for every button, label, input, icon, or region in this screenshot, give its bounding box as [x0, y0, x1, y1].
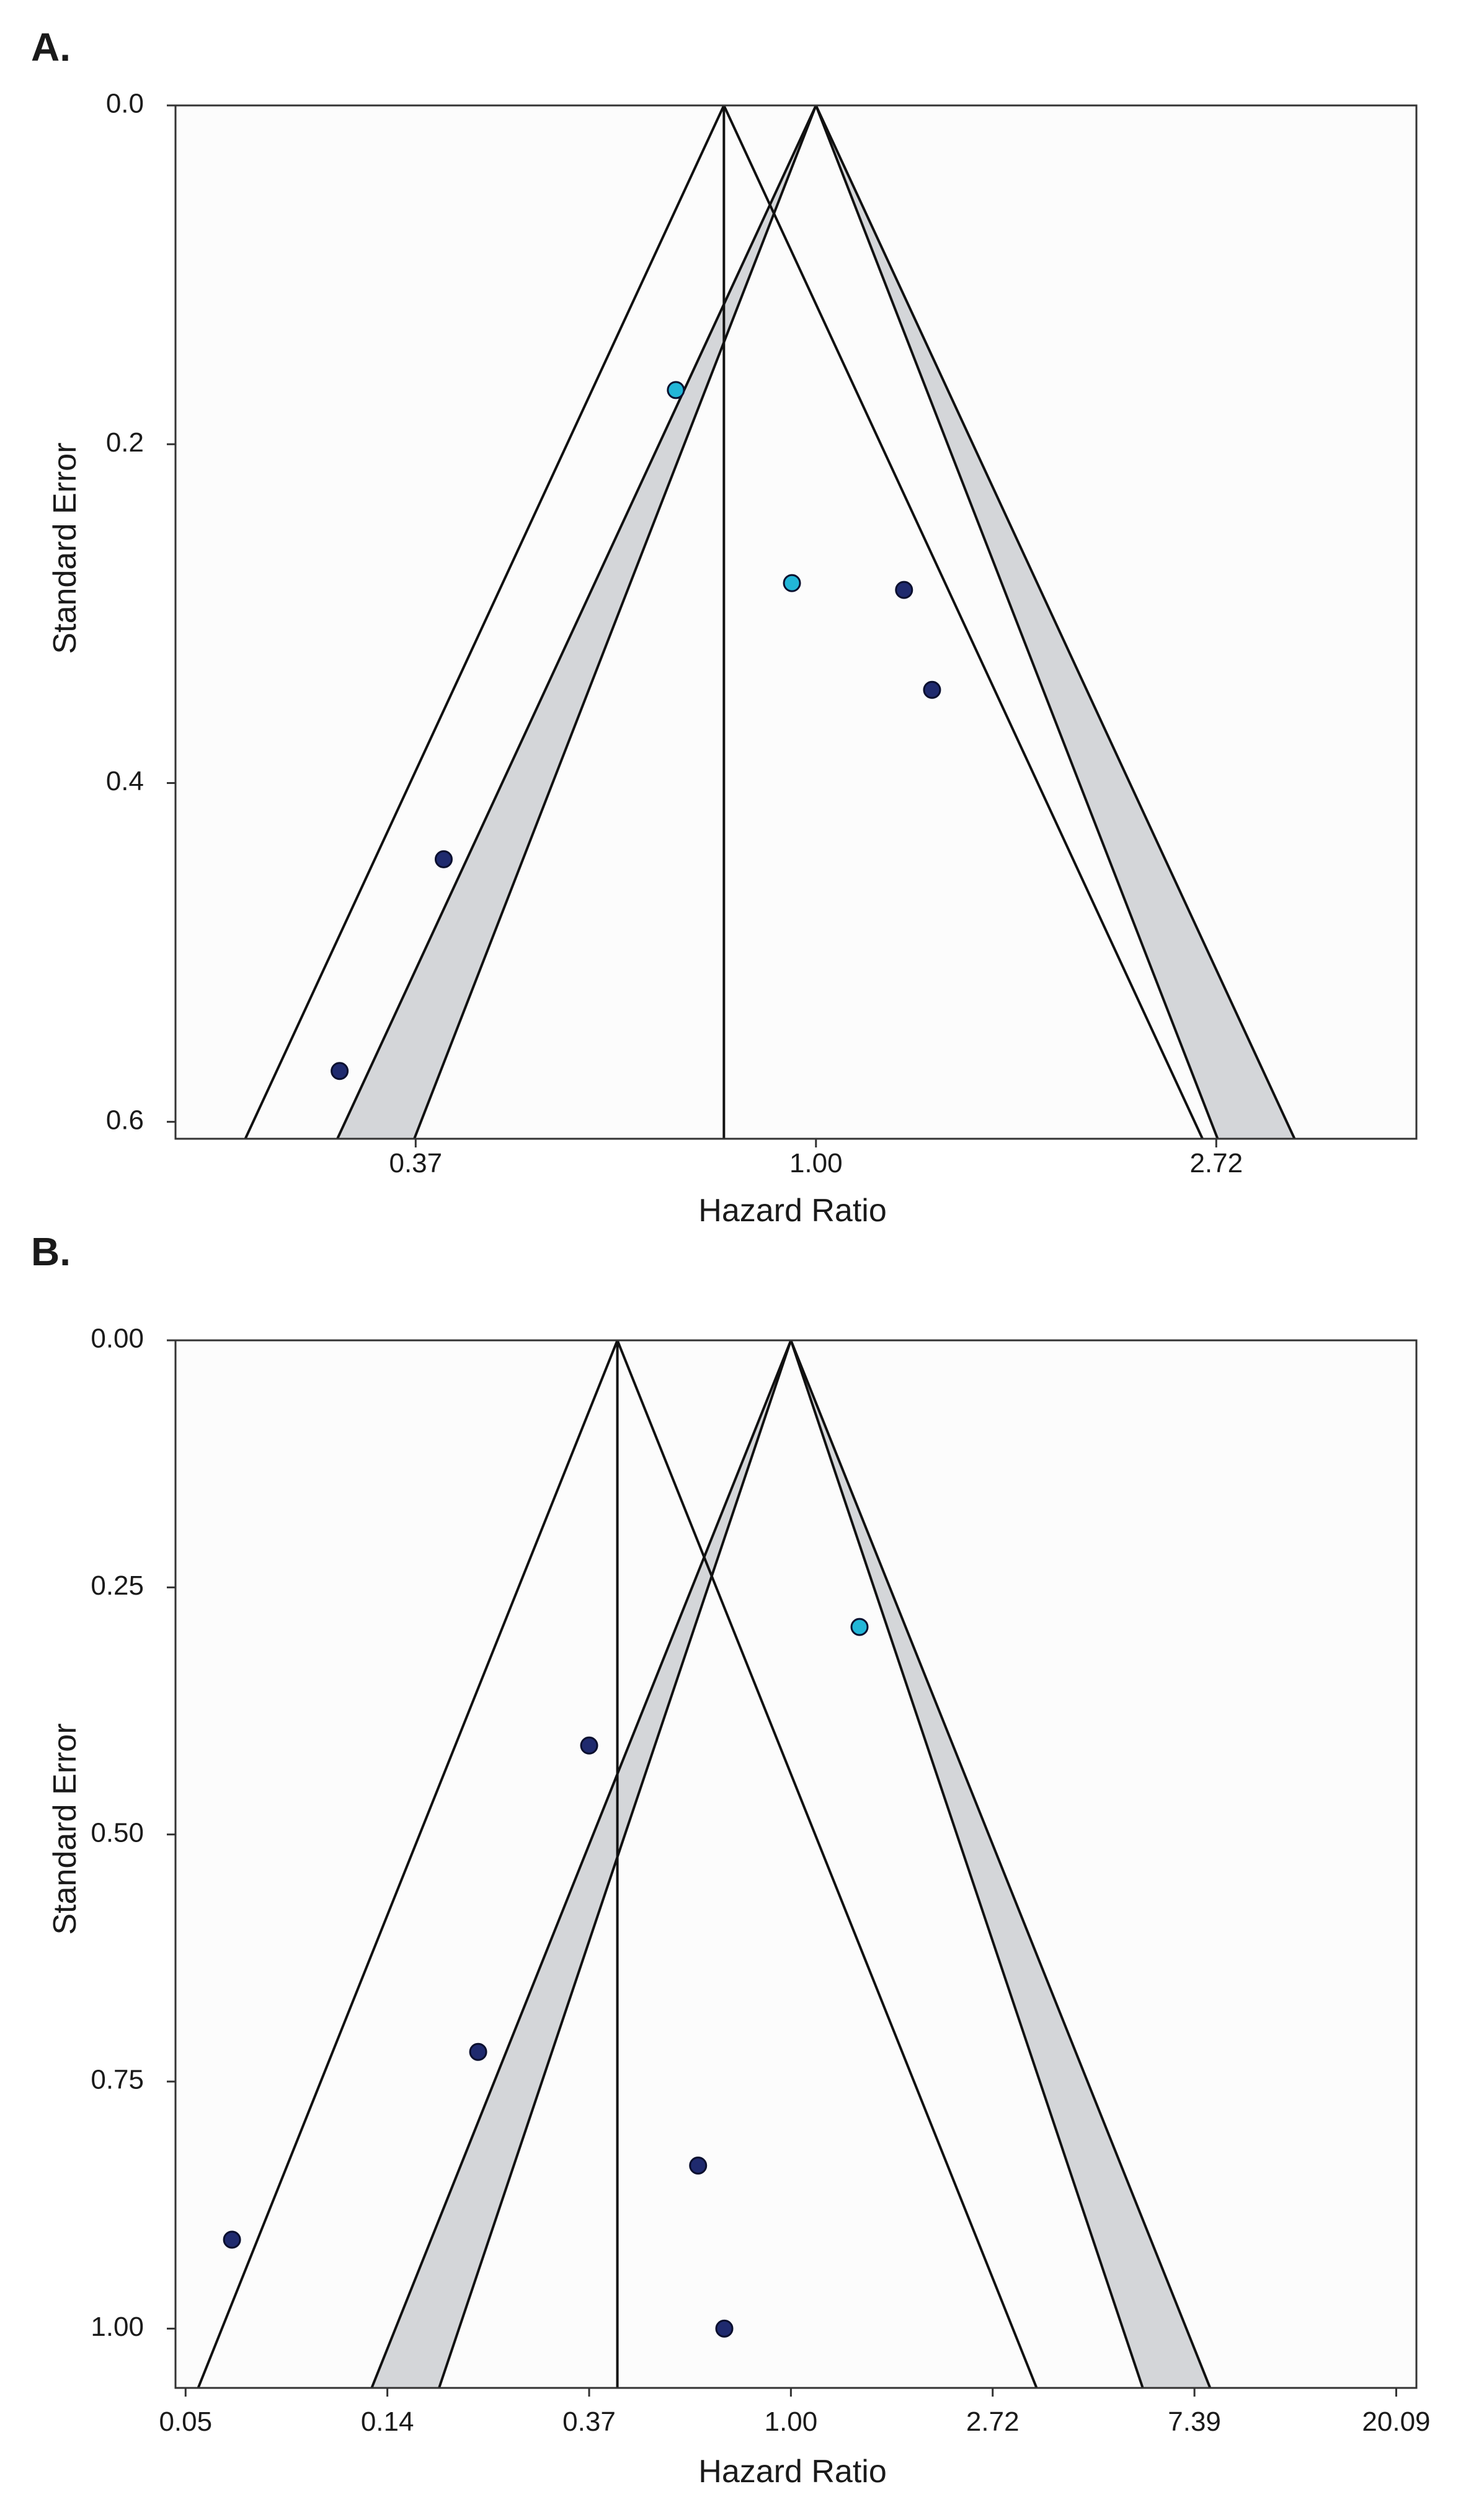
- funnel-line-right-a: [722, 105, 1204, 1139]
- plot-area-b: [176, 1340, 1416, 2388]
- x-axis-title-b: Hazard Ratio: [698, 2454, 886, 2490]
- y-tick-label-b-4: 1.00: [91, 2312, 144, 2342]
- x-tick-label-b-6: 20.09: [1362, 2407, 1430, 2437]
- funnel-line-left-a: [244, 105, 726, 1139]
- x-tick-label-a-0: 0.37: [389, 1148, 442, 1178]
- y-axis-title-b: Standard Error: [47, 1723, 83, 1935]
- y-tick-label-b-0: 0.00: [91, 1324, 144, 1354]
- plot-inner-b: [197, 1340, 1212, 2388]
- y-axis-title-a: Standard Error: [47, 442, 83, 654]
- x-tick-label-b-4: 2.72: [966, 2407, 1020, 2437]
- study-point-a-0: [667, 381, 685, 399]
- funnel-line-right-b: [616, 1340, 1038, 2388]
- x-tick-label-b-3: 1.00: [765, 2407, 818, 2437]
- x-tick-label-b-0: 0.05: [159, 2407, 212, 2437]
- study-point-a-3: [923, 680, 941, 699]
- contour-line-right-outer-b: [789, 1340, 1212, 2388]
- plot-frame-a: [174, 104, 1418, 1140]
- funnel-plot-panel-b: 0.00 0.25 0.50 0.75 1.00 0.05 0.14 0.37 1.00 2.72…: [31, 1229, 1431, 2490]
- y-tick-label-a-0: 0.0: [106, 89, 144, 119]
- panel-label-a: A.: [31, 25, 71, 69]
- contour-line-left-inner-b: [438, 1340, 793, 2388]
- y-tick-label-a-2: 0.4: [106, 766, 144, 796]
- contour-line-left-outer-b: [370, 1340, 793, 2388]
- contour-line-left-inner-a: [413, 105, 817, 1139]
- plot-inner-a: [244, 105, 1296, 1139]
- y-tick-label-b-2: 0.50: [91, 1817, 144, 1848]
- study-point-a-1: [783, 574, 801, 592]
- contour-line-right-inner-b: [789, 1340, 1144, 2388]
- x-axis-title-a: Hazard Ratio: [698, 1193, 886, 1229]
- study-point-b-5: [715, 2319, 734, 2338]
- panel-label-b: B.: [31, 1229, 71, 1274]
- plot-frame-b: [174, 1339, 1418, 2389]
- contour-line-right-inner-a: [814, 105, 1219, 1139]
- funnel-line-left-b: [197, 1340, 619, 2388]
- x-tick-label-b-5: 7.39: [1168, 2407, 1221, 2437]
- y-tick-label-a-3: 0.6: [106, 1105, 144, 1135]
- study-point-a-5: [331, 1062, 349, 1080]
- study-point-b-0: [850, 1618, 869, 1636]
- study-point-b-1: [580, 1736, 598, 1755]
- study-point-a-2: [895, 581, 913, 599]
- study-point-a-4: [434, 850, 453, 868]
- plot-layer-a: 0.0 0.2 0.4 0.6 0.37 1.00 2.72: [106, 89, 1418, 1178]
- funnel-plot-panel-a: 0.0 0.2 0.4 0.6 0.37 1.00 2.72 A. Standard Err…: [31, 25, 1418, 1229]
- study-point-b-2: [469, 2042, 487, 2061]
- x-tick-label-b-2: 0.37: [562, 2407, 616, 2437]
- x-tick-label-a-1: 1.00: [789, 1148, 843, 1178]
- study-point-b-3: [689, 2156, 708, 2175]
- y-tick-label-b-3: 0.75: [91, 2065, 144, 2095]
- contour-line-right-outer-a: [814, 105, 1296, 1139]
- x-tick-label-b-1: 0.14: [361, 2407, 414, 2437]
- x-tick-label-a-2: 2.72: [1189, 1148, 1243, 1178]
- contour-line-left-outer-a: [336, 105, 817, 1139]
- y-tick-label-b-1: 0.25: [91, 1570, 144, 1601]
- study-point-b-4: [223, 2230, 241, 2249]
- plot-layer-b: 0.00 0.25 0.50 0.75 1.00 0.05 0.14 0.37 1.00 2.72…: [91, 1324, 1430, 2437]
- y-tick-label-a-1: 0.2: [106, 427, 144, 458]
